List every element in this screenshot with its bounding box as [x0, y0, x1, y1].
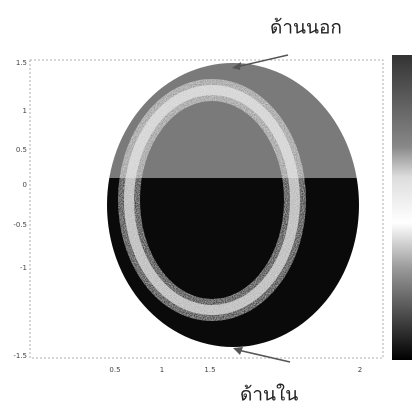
y-tick-label: -1	[20, 264, 27, 272]
arrow-outer	[235, 54, 289, 68]
x-tick-label: 2	[358, 366, 362, 374]
arrow-inner	[237, 349, 291, 363]
ring-core	[124, 85, 300, 315]
y-tick-label: 1	[23, 107, 27, 115]
annotation-inner: ด้านใน	[240, 384, 298, 406]
arrow-head	[232, 62, 241, 70]
arrow-head	[233, 347, 243, 355]
y-tick-label: -0.5	[13, 221, 27, 229]
colorbar	[392, 55, 412, 360]
y-tick-label: 0	[23, 181, 27, 189]
x-tick-label: 1.5	[204, 366, 215, 374]
y-tick-label: 0.5	[16, 146, 27, 154]
x-tick-label: 1	[160, 366, 164, 374]
plot-frame	[29, 59, 384, 359]
y-tick-label: 1.5	[16, 59, 27, 67]
y-tick-label: -1.5	[13, 352, 27, 360]
annotation-outer: ด้านนอก	[270, 17, 342, 39]
x-tick-label: 0.5	[109, 366, 120, 374]
